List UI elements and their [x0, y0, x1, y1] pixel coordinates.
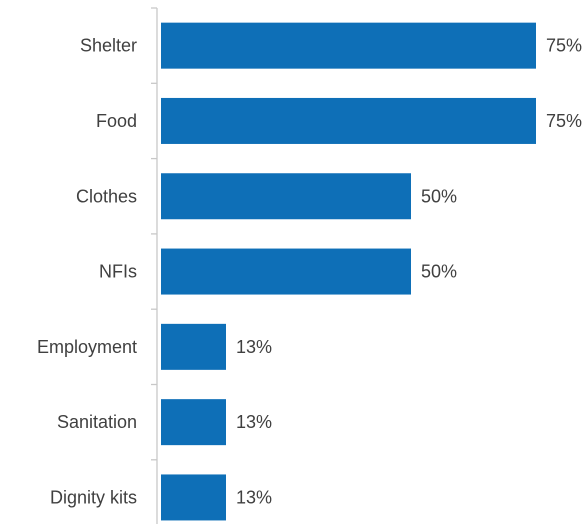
- category-label: Shelter: [80, 36, 137, 56]
- bar: [161, 248, 411, 295]
- bar: [161, 22, 536, 69]
- data-label: 13%: [236, 487, 272, 507]
- category-label: NFIs: [99, 262, 137, 282]
- category-label: Dignity kits: [50, 487, 137, 507]
- category-labels-group: Shelter Food Clothes NFIs Employment Sanitati…: [37, 36, 137, 508]
- data-label: 50%: [421, 262, 457, 282]
- bar: [161, 474, 226, 521]
- value-labels-group: 75% 75% 50% 50% 13% 13% 13%: [236, 36, 582, 508]
- data-label: 50%: [421, 186, 457, 206]
- category-label: Food: [96, 111, 137, 131]
- bars-group: [161, 22, 536, 521]
- category-label: Employment: [37, 337, 137, 357]
- bar: [161, 399, 226, 446]
- y-axis: [151, 7, 158, 524]
- bar: [161, 173, 411, 220]
- bar: [161, 323, 226, 370]
- data-label: 13%: [236, 337, 272, 357]
- bar: [161, 97, 536, 144]
- category-label: Clothes: [76, 186, 137, 206]
- data-label: 13%: [236, 412, 272, 432]
- category-label: Sanitation: [57, 412, 137, 432]
- data-label: 75%: [546, 36, 582, 56]
- data-label: 75%: [546, 111, 582, 131]
